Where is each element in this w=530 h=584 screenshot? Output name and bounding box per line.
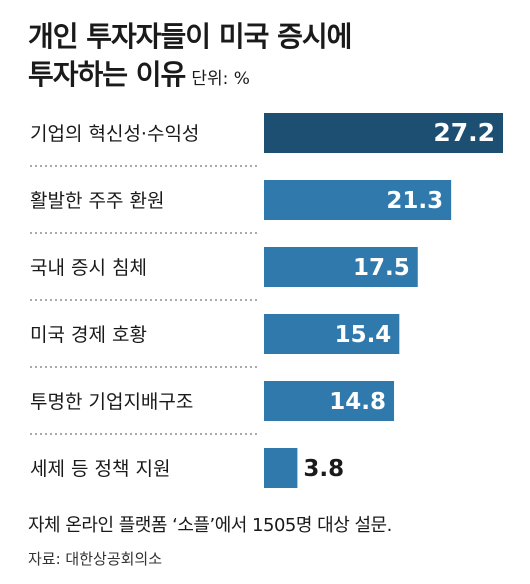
- category-label: 투명한 기업지배구조: [30, 391, 193, 413]
- title-line-1: 개인 투자자들이 미국 증시에: [28, 20, 352, 53]
- bar: [264, 314, 400, 354]
- category-label: 세제 등 정책 지원: [30, 458, 170, 480]
- source-credit: 자료: 대한상공회의소: [28, 550, 163, 568]
- chart-title: 개인 투자자들이 미국 증시에 투자하는 이유 단위: %: [28, 18, 352, 98]
- bar: [264, 247, 418, 287]
- survey-note: 자체 온라인 플랫폼 ‘소플’에서 1505명 대상 설문.: [28, 515, 392, 536]
- value-label: 17.5: [353, 255, 410, 281]
- value-label: 14.8: [329, 389, 386, 415]
- bar: [264, 381, 395, 421]
- unit-label: 단위: %: [191, 69, 250, 89]
- value-label: 27.2: [433, 118, 495, 147]
- value-label: 3.8: [303, 456, 344, 482]
- bar: [264, 448, 298, 488]
- bar: [264, 180, 452, 220]
- category-label: 국내 증시 침체: [30, 257, 147, 279]
- category-label: 기업의 혁신성·수익성: [30, 123, 199, 145]
- bar: [264, 113, 503, 153]
- value-label: 21.3: [386, 188, 443, 214]
- value-label: 15.4: [335, 322, 392, 348]
- title-line-2: 투자하는 이유: [28, 58, 186, 91]
- category-label: 미국 경제 호황: [30, 324, 147, 346]
- category-label: 활발한 주주 환원: [30, 190, 164, 212]
